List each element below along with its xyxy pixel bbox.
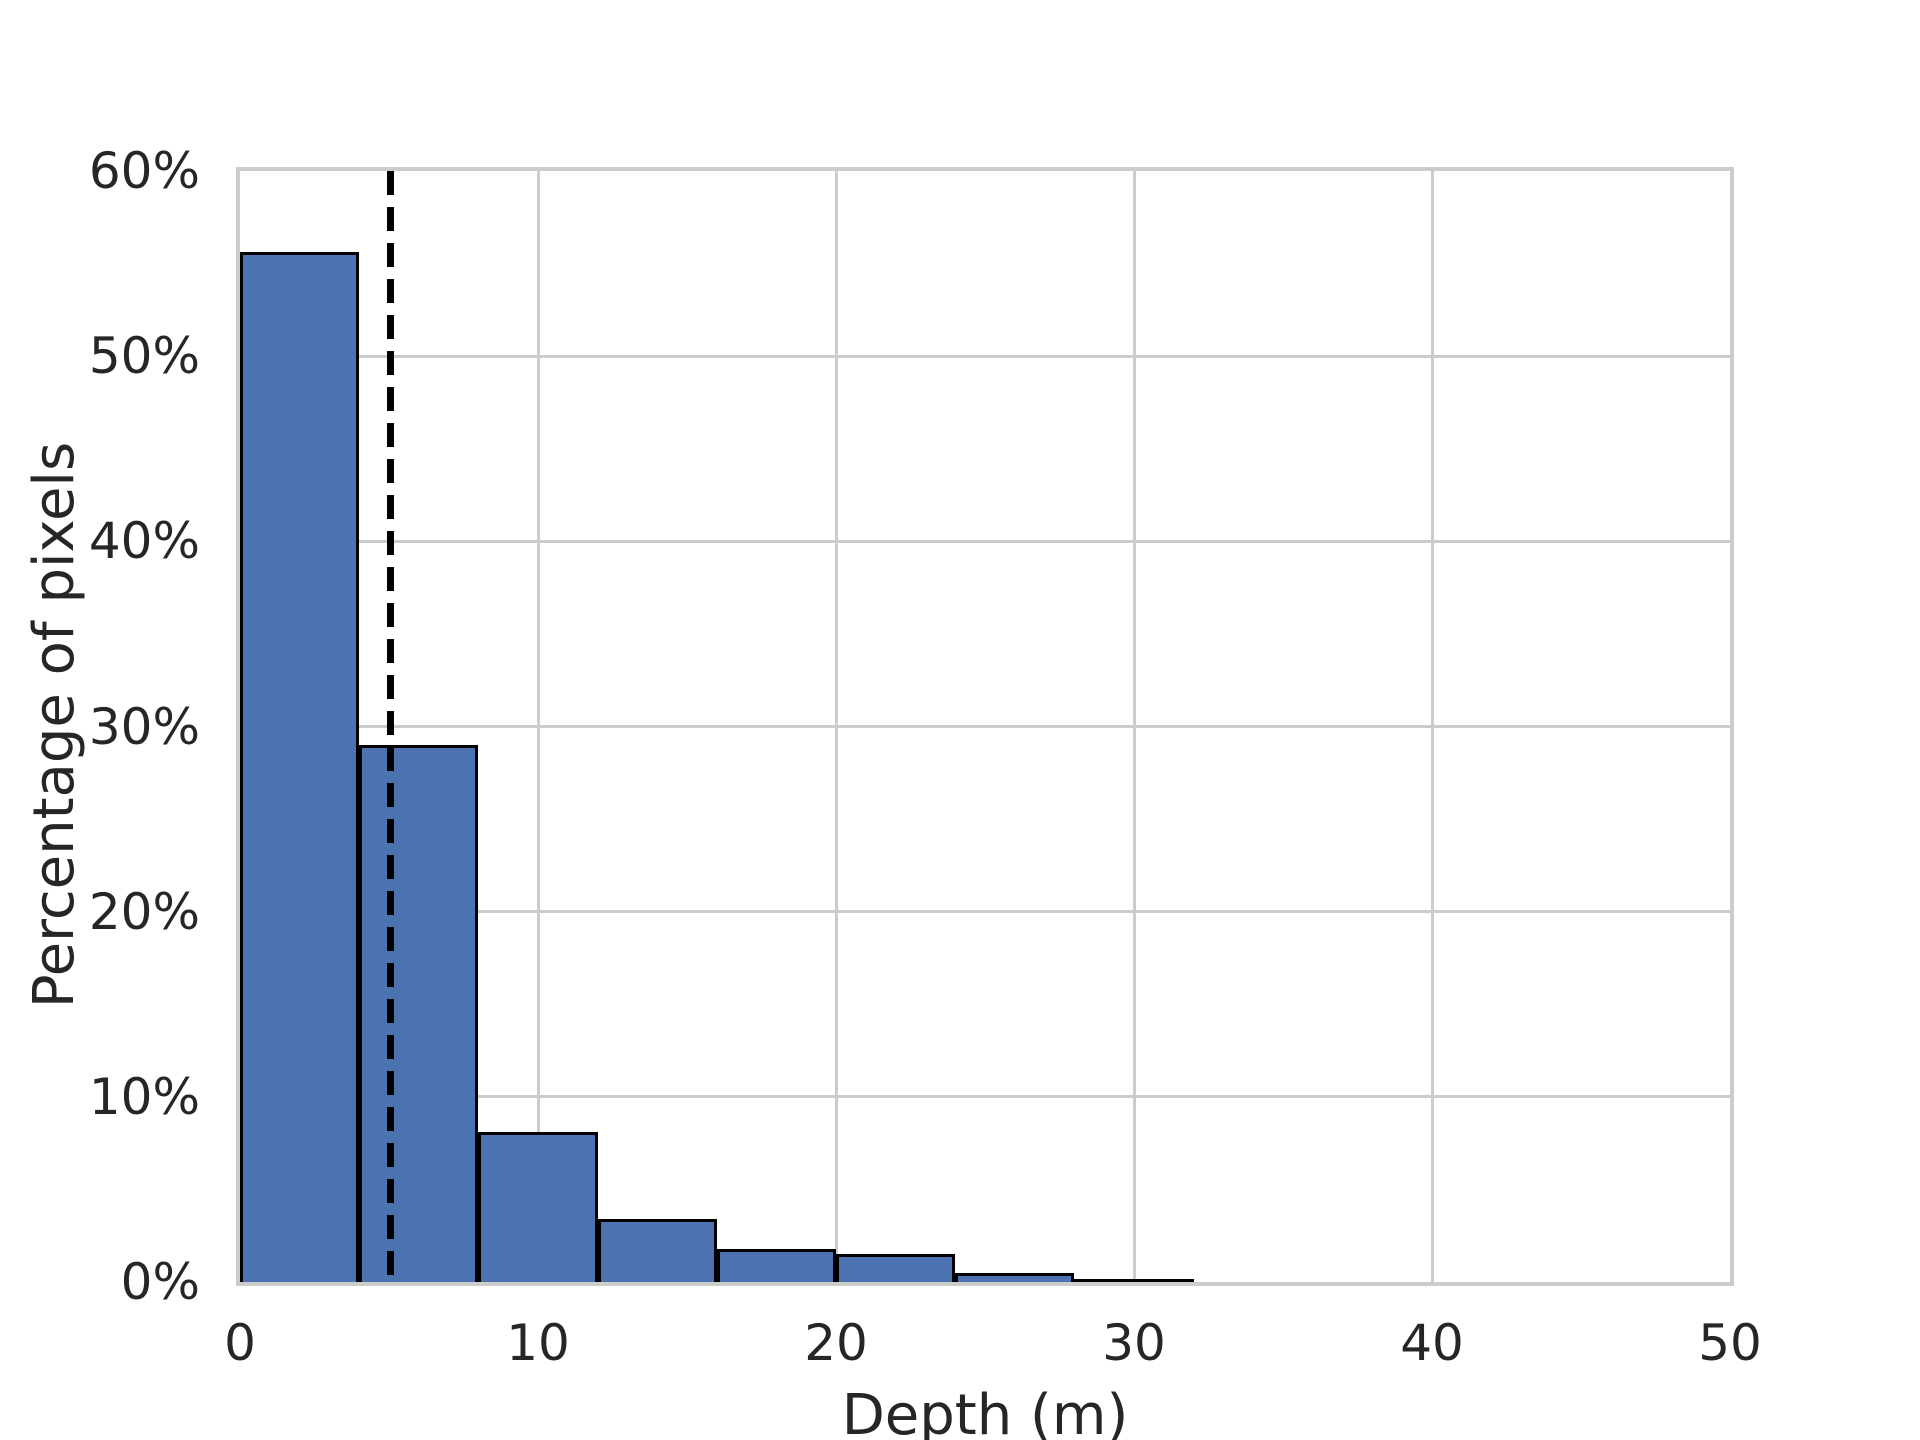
x-tick-label: 40 [1400, 1314, 1464, 1372]
histogram-bar [836, 1254, 956, 1282]
gridline-horizontal [240, 354, 1730, 358]
gridline-horizontal [240, 1095, 1730, 1099]
y-tick-label: 50% [88, 327, 200, 386]
mean-depth-dashed-line [386, 171, 394, 1282]
gridline-vertical [536, 171, 540, 1282]
x-tick-label: 10 [506, 1314, 570, 1372]
plot-area [236, 167, 1734, 1286]
y-tick-label: 30% [88, 697, 200, 756]
histogram-bar [716, 1248, 836, 1282]
histogram-bar [1074, 1279, 1194, 1282]
gridline-horizontal [240, 910, 1730, 914]
y-tick-label: 0% [120, 1253, 200, 1311]
x-tick-label: 0 [224, 1314, 256, 1372]
gridline-horizontal [240, 725, 1730, 728]
gridline-vertical [1430, 171, 1434, 1282]
histogram-bar [597, 1219, 717, 1282]
histogram-bar [359, 745, 479, 1282]
histogram-bar [478, 1132, 598, 1282]
gridline-vertical [834, 171, 838, 1282]
gridline-horizontal [240, 539, 1730, 543]
y-tick-label: 60% [88, 142, 200, 200]
gridline-vertical [1132, 171, 1136, 1282]
histogram-bar [955, 1272, 1075, 1282]
x-axis-label: Depth (m) [841, 1383, 1129, 1440]
x-tick-label: 20 [804, 1314, 868, 1372]
histogram-bar [240, 252, 360, 1282]
x-tick-label: 30 [1102, 1314, 1166, 1372]
y-tick-label: 40% [88, 512, 200, 571]
x-tick-label: 50 [1698, 1314, 1762, 1372]
y-tick-label: 20% [88, 882, 200, 941]
y-tick-label: 10% [88, 1067, 200, 1126]
